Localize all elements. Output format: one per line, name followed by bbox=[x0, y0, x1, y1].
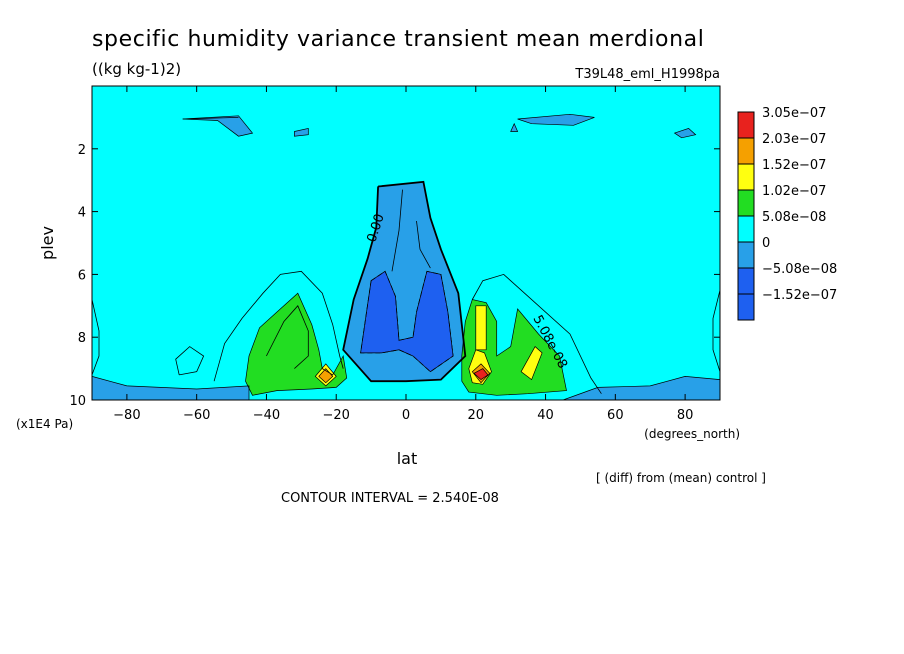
x-tick-label-6: 40 bbox=[537, 408, 554, 423]
contour-region-9 bbox=[360, 271, 454, 372]
contour-line-4 bbox=[471, 273, 602, 394]
region-outline-5 bbox=[510, 122, 519, 132]
run-id: T39L48_eml_H1998pa bbox=[574, 67, 720, 82]
y-tick-label-4: 10 bbox=[69, 394, 86, 409]
x-axis-label: lat bbox=[397, 449, 418, 468]
legend-swatch-0 bbox=[737, 111, 755, 139]
region-outline-16 bbox=[471, 363, 491, 384]
legend-swatch-7 bbox=[737, 293, 755, 321]
legend-label-2: 1.52e−07 bbox=[762, 158, 826, 173]
contour-line-6 bbox=[91, 299, 100, 376]
contour-line-3 bbox=[266, 305, 309, 369]
legend-swatch-1 bbox=[737, 137, 755, 165]
contour-region-7 bbox=[674, 128, 696, 138]
contour-line-8 bbox=[391, 189, 403, 272]
region-outline-11 bbox=[314, 363, 337, 387]
x-tick-label-0: −80 bbox=[113, 408, 140, 423]
contour-region-2 bbox=[563, 376, 720, 400]
chart-title: specific humidity variance transient mea… bbox=[92, 27, 704, 52]
contour-region-15 bbox=[521, 346, 543, 380]
legend-swatch-2 bbox=[737, 163, 755, 191]
y-tick-label-1: 4 bbox=[78, 206, 86, 221]
region-outline-8 bbox=[360, 270, 454, 373]
legend-swatch-4 bbox=[737, 215, 755, 243]
contour-line-2 bbox=[213, 270, 344, 382]
contour-line-7 bbox=[712, 290, 721, 372]
contour-line-5 bbox=[175, 346, 205, 376]
legend-label-5: 0 bbox=[762, 236, 770, 251]
region-outline-7 bbox=[342, 181, 466, 382]
contour-region-14 bbox=[475, 305, 487, 350]
region-outline-10 bbox=[461, 299, 567, 396]
legend-label-7: −1.52e−07 bbox=[762, 288, 837, 303]
y-tick-label-3: 8 bbox=[78, 331, 86, 346]
chart-units: ((kg kg-1)2) bbox=[92, 60, 181, 78]
contour-region-6 bbox=[510, 123, 518, 132]
x-axis-units: (degrees_north) bbox=[644, 427, 740, 441]
region-outline-15 bbox=[318, 368, 334, 384]
y-tick-label-2: 6 bbox=[78, 268, 86, 283]
y-axis-label: plev bbox=[38, 226, 57, 260]
region-outline-13 bbox=[475, 305, 487, 351]
contour-region-3 bbox=[182, 115, 253, 137]
y-tick-label-0: 2 bbox=[78, 143, 86, 158]
legend-label-3: 1.02e−07 bbox=[762, 184, 826, 199]
region-outline-3 bbox=[294, 127, 309, 137]
legend-label-0: 3.05e−07 bbox=[762, 106, 826, 121]
y-axis-units: (x1E4 Pa) bbox=[16, 417, 73, 431]
x-tick-label-4: 0 bbox=[402, 408, 410, 423]
region-outline-2 bbox=[182, 115, 254, 137]
contour-region-4 bbox=[294, 128, 309, 137]
contour-line-9 bbox=[416, 220, 431, 269]
contour-region-1 bbox=[92, 376, 249, 400]
diff-note: [ (diff) from (mean) control ] bbox=[596, 471, 766, 485]
legend-swatch-5 bbox=[737, 241, 755, 269]
x-axis: −80 −60 −40 −20 0 20 40 60 80 bbox=[113, 86, 693, 423]
region-outline-4 bbox=[517, 113, 595, 126]
contour-interval: CONTOUR INTERVAL = 2.540E-08 bbox=[281, 491, 499, 506]
x-tick-label-5: 20 bbox=[468, 408, 485, 423]
x-tick-label-1: −60 bbox=[183, 408, 210, 423]
legend-label-4: 5.08e−08 bbox=[762, 210, 826, 225]
legend-label-1: 2.03e−07 bbox=[762, 132, 826, 147]
region-outline-6 bbox=[673, 128, 697, 139]
legend-swatch-6 bbox=[737, 267, 755, 295]
contour-region-5 bbox=[517, 114, 595, 126]
color-legend: 3.05e−07 2.03e−07 1.52e−07 1.02e−07 5.08e−08… bbox=[737, 106, 837, 321]
x-tick-label-8: 80 bbox=[677, 408, 694, 423]
x-tick-label-7: 60 bbox=[607, 408, 624, 423]
legend-label-6: −5.08e−08 bbox=[762, 262, 837, 277]
region-outline-14 bbox=[520, 346, 543, 381]
x-tick-label-3: −20 bbox=[323, 408, 350, 423]
region-outline-17 bbox=[473, 368, 489, 381]
x-tick-label-2: −40 bbox=[253, 408, 280, 423]
region-outline-9 bbox=[245, 292, 348, 396]
contour-lines bbox=[91, 113, 721, 401]
y-axis: 2 4 6 8 10 bbox=[69, 143, 720, 409]
legend-swatch-3 bbox=[737, 189, 755, 217]
